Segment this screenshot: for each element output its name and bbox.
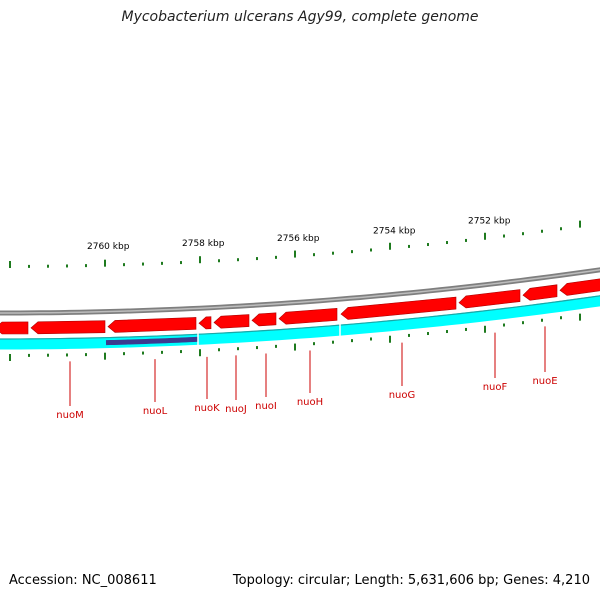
- scale-label: 2752 kbp: [468, 217, 511, 227]
- gene-label-nuof: nuoF: [483, 382, 508, 393]
- tick-layer: [9, 220, 581, 361]
- reverse-strand-band: [0, 295, 600, 350]
- forward-gene-arrow: [559, 278, 600, 296]
- forward-gene-arrow: [107, 317, 197, 333]
- scale-label: 2754 kbp: [373, 226, 416, 236]
- gene-label-layer: nuoM nuoL nuoK nuoJ nuoI nuoH nuoG nuoF nuoE: [56, 326, 558, 421]
- map-title: Mycobacterium ulcerans Agy99, complete g…: [121, 9, 479, 25]
- forward-gene-arrow: [522, 284, 558, 301]
- reverse-strand-layer: [0, 295, 600, 350]
- gene-label-nuok: nuoK: [194, 403, 220, 414]
- accession-text: Accession: NC_008611: [9, 573, 157, 588]
- forward-strand-layer: [0, 278, 600, 335]
- scale-label: 2758 kbp: [182, 239, 225, 249]
- gene-label-nuom: nuoM: [56, 410, 83, 421]
- scale-label-layer: 2760 kbp 2758 kbp 2756 kbp 2754 kbp 2752 kbp: [87, 217, 511, 252]
- highlighted-reverse-gene: [105, 336, 199, 346]
- forward-gene-arrow: [198, 316, 212, 330]
- genome-summary-text: Topology: circular; Length: 5,631,606 bp…: [232, 573, 590, 588]
- forward-gene-arrow: [340, 296, 457, 320]
- gene-label-nuoh: nuoH: [297, 397, 323, 408]
- forward-gene-arrow: [30, 320, 106, 335]
- gene-label-nuoi: nuoI: [255, 401, 277, 412]
- forward-gene-arrow: [251, 312, 277, 327]
- scale-label: 2756 kbp: [277, 234, 320, 244]
- scale-label: 2760 kbp: [87, 242, 130, 252]
- gene-label-nuog: nuoG: [389, 390, 416, 401]
- forward-gene-arrow: [458, 289, 521, 309]
- gene-label-nuoj: nuoJ: [225, 404, 247, 415]
- gene-label-nuol: nuoL: [143, 406, 168, 417]
- reverse-strand-edge: [0, 295, 600, 340]
- gene-label-nuoe: nuoE: [532, 376, 557, 387]
- backbone-highlight: [0, 269, 600, 314]
- forward-gene-arrow: [213, 314, 250, 329]
- forward-gene-arrow: [0, 321, 29, 335]
- backbone-layer: [0, 267, 600, 316]
- forward-gene-arrow: [278, 308, 338, 325]
